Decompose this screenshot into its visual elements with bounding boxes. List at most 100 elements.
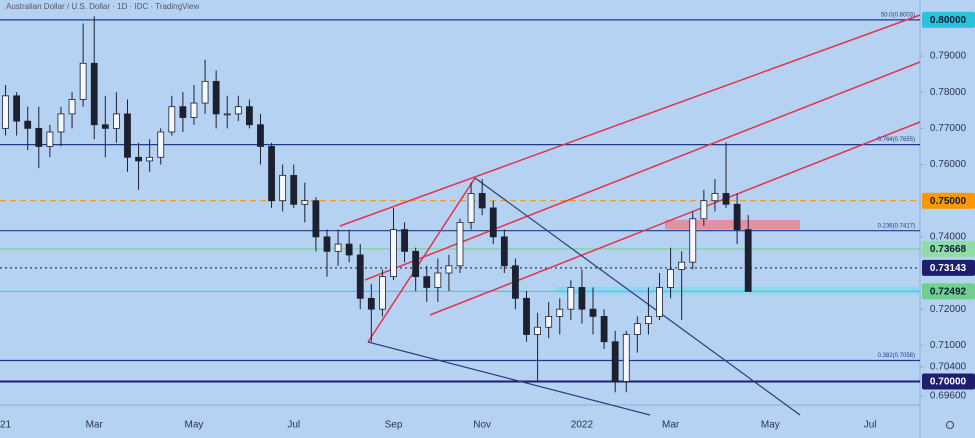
- candle-body: [212, 80, 220, 115]
- price-label: 0.70000: [930, 377, 967, 388]
- x-tick-label: Jul: [287, 420, 300, 431]
- x-tick-label: Jul: [864, 420, 877, 431]
- candle-body: [445, 265, 453, 274]
- price-label-box: [922, 373, 975, 390]
- candle-body: [589, 308, 597, 317]
- candle-body: [423, 276, 431, 288]
- candle-body: [700, 200, 708, 220]
- y-tick-label: 0.74000: [930, 231, 967, 242]
- candle-body: [168, 106, 176, 133]
- candle-body: [567, 287, 575, 310]
- candle-body: [379, 276, 386, 310]
- candle-body: [90, 62, 98, 126]
- y-tick-label: 0.79000: [930, 51, 967, 62]
- candle-body: [711, 193, 719, 202]
- y-tick-label: 0.76000: [930, 159, 967, 170]
- price-label: 0.73143: [930, 263, 967, 274]
- channel-line: [429, 121, 921, 316]
- candle-body: [512, 265, 519, 299]
- candle-body: [611, 341, 619, 382]
- candle-body: [124, 113, 131, 158]
- candle-body: [201, 80, 209, 104]
- candle-body: [733, 203, 741, 231]
- candle-body: [367, 297, 375, 310]
- candle-body: [689, 218, 697, 263]
- candle-body: [245, 106, 253, 126]
- candle-body: [13, 95, 21, 122]
- candle-body: [390, 229, 397, 278]
- price-label-box: [922, 259, 975, 276]
- candle-body: [268, 146, 275, 202]
- price-label-box: [922, 240, 975, 257]
- x-tick-label: 21: [0, 420, 12, 431]
- price-label-box: [922, 192, 975, 209]
- x-tick-label: Nov: [473, 420, 491, 431]
- y-tick-label: 0.69600: [930, 391, 967, 402]
- candle-body: [290, 174, 298, 205]
- candle-body: [68, 99, 76, 115]
- candle-body: [633, 323, 641, 335]
- candle-body: [46, 131, 54, 147]
- pitchfork-handle: [367, 177, 476, 343]
- zone: [665, 219, 800, 230]
- candle-body: [523, 297, 530, 335]
- candle-body: [434, 272, 442, 288]
- zone: [555, 286, 920, 295]
- price-label: 0.73668: [930, 244, 967, 255]
- x-tick-label: 2022: [571, 420, 594, 431]
- candle-body: [157, 131, 165, 158]
- y-tick-label: 0.77000: [930, 123, 967, 134]
- trend-line: [474, 177, 801, 416]
- candle-body: [667, 268, 675, 288]
- candle-body: [556, 308, 564, 317]
- candle-body: [35, 127, 43, 147]
- candle-body: [312, 200, 320, 238]
- candle-body: [301, 200, 309, 205]
- candle-body: [234, 106, 242, 115]
- trend-line: [367, 341, 651, 416]
- x-tick-label: Mar: [662, 420, 680, 431]
- candle-body: [622, 334, 630, 382]
- y-tick-label: 0.71000: [930, 340, 967, 351]
- price-label-box: [922, 11, 975, 28]
- candle-body: [722, 193, 730, 205]
- candle-body: [645, 316, 652, 325]
- x-tick-label: Sep: [385, 420, 403, 431]
- candle-body: [489, 207, 497, 238]
- candle-body: [57, 113, 65, 133]
- x-tick-label: May: [761, 420, 780, 431]
- candle-body: [356, 254, 364, 299]
- level-note: 0.382(0.7058): [878, 353, 915, 359]
- x-tick-label: Mar: [86, 420, 104, 431]
- candle-body: [744, 229, 752, 292]
- candle-body: [678, 261, 686, 270]
- candle-body: [135, 156, 142, 162]
- candle-body: [456, 221, 464, 267]
- candle-body: [545, 316, 553, 328]
- candle-body: [179, 106, 187, 118]
- price-label: 0.72492: [930, 287, 967, 298]
- candle-body: [467, 193, 475, 223]
- candle-body: [401, 229, 408, 252]
- level-note: 0.236(0.7417): [878, 223, 915, 229]
- candle-body: [257, 124, 264, 147]
- candle-body: [500, 236, 508, 267]
- candle-body: [412, 250, 420, 278]
- candle-body: [190, 102, 198, 118]
- candle-body: [279, 174, 287, 202]
- candle-body: [656, 287, 663, 317]
- price-label: 0.80000: [930, 15, 967, 26]
- level-note: 50.0(0.8003): [881, 12, 915, 18]
- y-tick-label: 0.78000: [930, 87, 967, 98]
- candle-body: [24, 120, 32, 129]
- y-tick-label: 0.70400: [930, 362, 967, 373]
- channel-line: [339, 14, 921, 227]
- x-tick-label: May: [185, 420, 204, 431]
- candle-body: [112, 113, 120, 129]
- candle-body: [334, 243, 342, 252]
- candle-body: [578, 287, 586, 310]
- candle-body: [101, 124, 109, 129]
- settings-icon[interactable]: [946, 421, 954, 429]
